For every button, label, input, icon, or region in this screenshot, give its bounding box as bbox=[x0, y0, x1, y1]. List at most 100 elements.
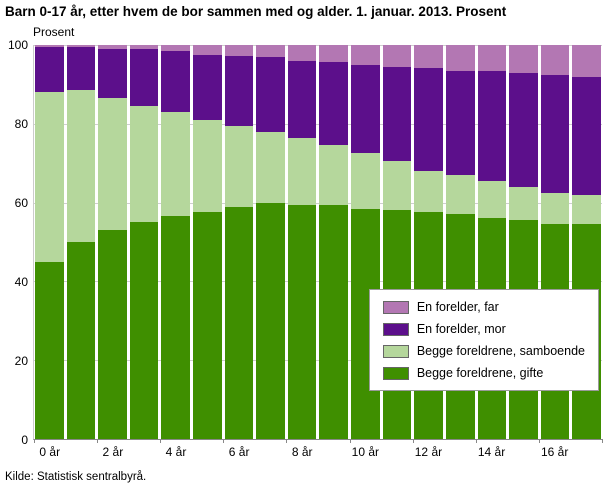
bar-segment bbox=[98, 230, 127, 439]
y-axis-tick-label: 40 bbox=[14, 275, 28, 289]
x-axis-tick bbox=[538, 439, 540, 443]
gridline-100 bbox=[34, 45, 602, 46]
legend-label: Begge foreldrene, samboende bbox=[416, 344, 585, 358]
legend-label: En forelder, far bbox=[416, 300, 499, 314]
bar-segment bbox=[572, 76, 601, 195]
bar-segment bbox=[287, 204, 317, 439]
bar-segment bbox=[35, 45, 64, 47]
bar-segment bbox=[509, 45, 538, 73]
legend-item[interactable]: Begge foreldrene, gifte bbox=[382, 366, 585, 380]
x-axis-tick bbox=[160, 439, 162, 443]
bar-segment bbox=[161, 50, 191, 112]
source-note: Kilde: Statistisk sentralbyrå. bbox=[5, 471, 147, 483]
gridline-20 bbox=[34, 360, 602, 362]
bar-segment bbox=[382, 45, 412, 67]
bar-segment bbox=[509, 186, 538, 221]
bar-segment bbox=[572, 194, 601, 225]
bar-segment bbox=[477, 180, 507, 219]
y-axis-tick-label: 100 bbox=[7, 38, 28, 52]
bar-segment bbox=[414, 171, 443, 213]
bar-segment bbox=[129, 222, 159, 439]
bar-segment bbox=[319, 204, 349, 439]
bar-segment bbox=[35, 47, 64, 93]
gridline-80 bbox=[34, 123, 602, 125]
bar-5-år bbox=[193, 45, 222, 439]
bar-segment bbox=[477, 45, 507, 72]
y-axis-title: Prosent bbox=[33, 25, 75, 39]
bar-segment bbox=[256, 45, 285, 57]
bar-segment bbox=[129, 106, 159, 223]
legend-item[interactable]: Begge foreldrene, samboende bbox=[382, 344, 585, 358]
y-axis-tick-label: 80 bbox=[14, 117, 28, 131]
x-axis-labels: 0 år 2 år 4 år 6 år 8 år 10 år 12 år 14 år 16 år bbox=[34, 439, 603, 463]
bar-segment bbox=[351, 64, 380, 154]
bar-segment bbox=[256, 131, 285, 203]
x-axis-tick bbox=[223, 439, 225, 443]
bar-segment bbox=[287, 45, 317, 61]
x-axis-tick bbox=[475, 439, 477, 443]
bar-segment bbox=[477, 71, 507, 181]
bar-segment bbox=[445, 45, 475, 71]
x-axis-tick-label: 0 år bbox=[39, 445, 61, 459]
bar-segment bbox=[193, 54, 222, 120]
x-axis-tick-label: 14 år bbox=[477, 445, 506, 459]
x-axis-tick bbox=[602, 439, 603, 443]
bar-segment bbox=[193, 119, 222, 213]
x-axis-tick-label: 10 år bbox=[351, 445, 380, 459]
bar-segment bbox=[161, 216, 191, 439]
bar-segment bbox=[98, 48, 127, 99]
bar-segment bbox=[193, 212, 222, 439]
bar-7-år bbox=[256, 45, 285, 439]
bar-segment bbox=[414, 45, 443, 68]
bar-segment bbox=[351, 45, 380, 65]
bar-segment bbox=[287, 137, 317, 205]
x-axis-tick-label: 12 år bbox=[414, 445, 443, 459]
x-axis-tick bbox=[349, 439, 351, 443]
bar-segment bbox=[193, 45, 222, 55]
y-axis-tick-label: 20 bbox=[14, 354, 28, 368]
bar-2-år bbox=[98, 45, 127, 439]
bar-segment bbox=[382, 66, 412, 162]
bar-segment bbox=[540, 75, 570, 193]
legend-item[interactable]: En forelder, mor bbox=[382, 322, 585, 336]
bar-segment bbox=[509, 72, 538, 187]
gridline-40 bbox=[34, 281, 602, 283]
plot-area: 0 år 2 år 4 år 6 år 8 år 10 år 12 år 14 år 16 år… bbox=[33, 45, 603, 459]
bar-segment bbox=[224, 125, 254, 207]
bar-segment bbox=[224, 55, 254, 126]
x-axis-tick bbox=[286, 439, 288, 443]
legend-swatch bbox=[382, 322, 409, 336]
bar-segment bbox=[287, 60, 317, 138]
bars-container bbox=[34, 45, 602, 439]
bar-segment bbox=[319, 45, 349, 62]
bar-segment bbox=[66, 242, 96, 439]
x-axis-tick-label: 8 år bbox=[291, 445, 313, 459]
bar-segment bbox=[382, 161, 412, 211]
bar-6-år bbox=[224, 45, 254, 439]
bar-segment bbox=[256, 56, 285, 132]
chart-title: Barn 0-17 år, etter hvem de bor sammen m… bbox=[5, 4, 507, 19]
bar-segment bbox=[35, 92, 64, 262]
bar-segment bbox=[445, 70, 475, 176]
bar-segment bbox=[224, 206, 254, 439]
gridline-60 bbox=[34, 202, 602, 204]
bar-segment bbox=[98, 45, 127, 49]
legend-swatch bbox=[382, 344, 409, 358]
x-axis-tick bbox=[412, 439, 414, 443]
bar-segment bbox=[98, 98, 127, 231]
bar-8-år bbox=[287, 45, 317, 439]
legend-swatch bbox=[382, 300, 409, 314]
x-axis-tick bbox=[97, 439, 99, 443]
y-axis-tick-label: 60 bbox=[14, 196, 28, 210]
x-axis-tick-label: 16 år bbox=[540, 445, 569, 459]
bar-segment bbox=[256, 202, 285, 439]
bar-segment bbox=[540, 192, 570, 225]
bar-0-år bbox=[35, 45, 64, 439]
bar-segment bbox=[224, 45, 254, 56]
bar-1-år bbox=[66, 45, 96, 439]
bar-segment bbox=[445, 175, 475, 215]
bar-segment bbox=[66, 45, 96, 47]
bar-segment bbox=[66, 90, 96, 242]
bar-segment bbox=[319, 145, 349, 205]
legend-item[interactable]: En forelder, far bbox=[382, 300, 585, 314]
